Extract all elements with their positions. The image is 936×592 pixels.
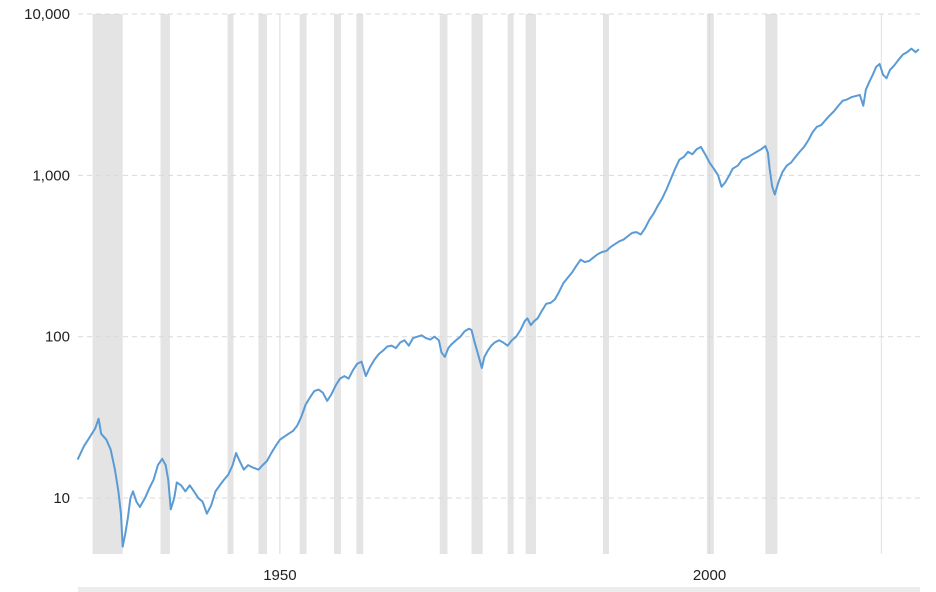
y-tick-label-1: 100	[45, 329, 70, 346]
recession-band-12	[706, 14, 714, 554]
y-axis-tick-labels: 10 100 1,000 10,000	[24, 6, 70, 507]
recession-band-9	[507, 14, 514, 554]
recession-band-5	[334, 14, 341, 554]
recession-band-8	[471, 14, 483, 554]
vertical-gridlines	[279, 14, 882, 554]
series-line-0	[77, 47, 920, 548]
recession-band-4	[299, 14, 307, 554]
x-tick-label-1: 2000	[693, 567, 726, 584]
recession-band-1	[160, 14, 170, 554]
recession-band-6	[356, 14, 364, 554]
recession-band-3	[258, 14, 268, 554]
horizontal-gridlines	[78, 13, 920, 499]
recession-band-7	[439, 14, 448, 554]
recession-band-10	[525, 14, 536, 554]
recession-bands	[92, 14, 778, 554]
recession-band-0	[92, 14, 123, 554]
y-tick-label-2: 1,000	[32, 167, 70, 184]
recession-band-13	[765, 14, 778, 554]
recession-band-11	[602, 14, 609, 554]
x-tick-label-0: 1950	[263, 567, 296, 584]
y-tick-label-3: 10,000	[24, 6, 70, 23]
recession-band-2	[227, 14, 234, 554]
series-layer	[77, 47, 920, 548]
x-axis-tick-labels: 1950 2000	[263, 567, 726, 584]
x-axis-baseline	[78, 587, 920, 592]
y-tick-label-0: 10	[53, 490, 70, 507]
